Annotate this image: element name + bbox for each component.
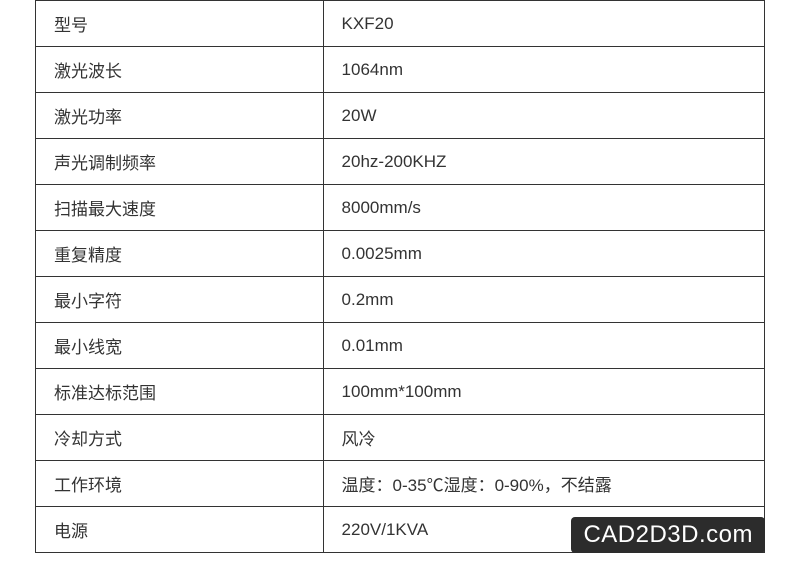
table-row: 激光波长 1064nm: [36, 47, 765, 93]
spec-value: 0.2mm: [323, 277, 764, 323]
spec-label: 工作环境: [36, 461, 324, 507]
table-row: 声光调制频率 20hz-200KHZ: [36, 139, 765, 185]
spec-value: 100mm*100mm: [323, 369, 764, 415]
spec-value: 20W: [323, 93, 764, 139]
table-row: 最小线宽 0.01mm: [36, 323, 765, 369]
spec-label: 电源: [36, 507, 324, 553]
spec-label: 重复精度: [36, 231, 324, 277]
table-row: 标准达标范围 100mm*100mm: [36, 369, 765, 415]
table-row: 工作环境 温度：0-35℃湿度：0-90%，不结露: [36, 461, 765, 507]
spec-value: 1064nm: [323, 47, 764, 93]
spec-label: 冷却方式: [36, 415, 324, 461]
spec-label: 型号: [36, 1, 324, 47]
spec-label: 激光波长: [36, 47, 324, 93]
watermark-badge: CAD2D3D.com: [571, 517, 765, 553]
spec-value: 20hz-200KHZ: [323, 139, 764, 185]
spec-value: 8000mm/s: [323, 185, 764, 231]
table-row: 重复精度 0.0025mm: [36, 231, 765, 277]
table-row: 激光功率 20W: [36, 93, 765, 139]
spec-label: 最小线宽: [36, 323, 324, 369]
spec-value: 风冷: [323, 415, 764, 461]
spec-table-body: 型号 KXF20 激光波长 1064nm 激光功率 20W 声光调制频率 20h…: [36, 1, 765, 553]
table-row: 冷却方式 风冷: [36, 415, 765, 461]
table-row: 型号 KXF20: [36, 1, 765, 47]
spec-table: 型号 KXF20 激光波长 1064nm 激光功率 20W 声光调制频率 20h…: [35, 0, 765, 553]
spec-label: 最小字符: [36, 277, 324, 323]
spec-value: 0.01mm: [323, 323, 764, 369]
table-row: 扫描最大速度 8000mm/s: [36, 185, 765, 231]
table-row: 最小字符 0.2mm: [36, 277, 765, 323]
spec-value: KXF20: [323, 1, 764, 47]
spec-value: 温度：0-35℃湿度：0-90%，不结露: [323, 461, 764, 507]
spec-value: 0.0025mm: [323, 231, 764, 277]
spec-label: 激光功率: [36, 93, 324, 139]
spec-label: 扫描最大速度: [36, 185, 324, 231]
spec-label: 声光调制频率: [36, 139, 324, 185]
spec-label: 标准达标范围: [36, 369, 324, 415]
